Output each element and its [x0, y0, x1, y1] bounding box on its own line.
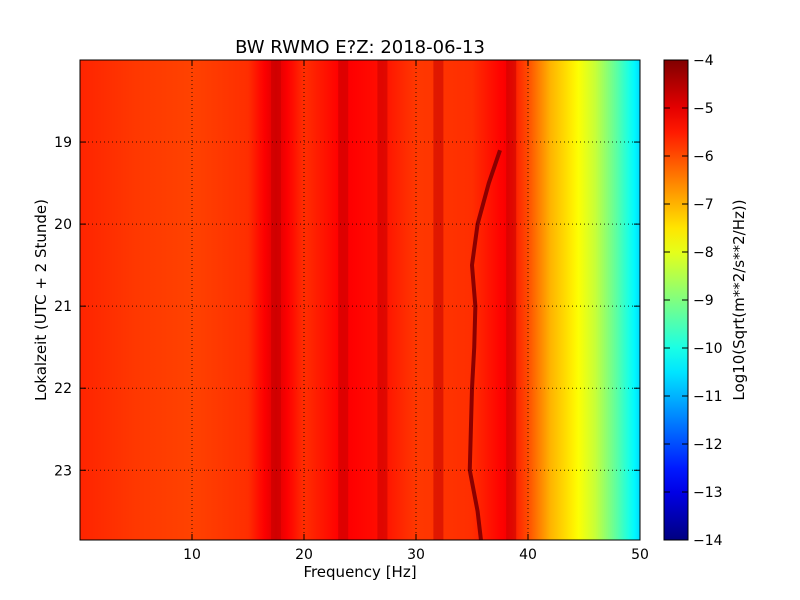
colorbar-label: Log10(Sqrt(m**2/s**2/Hz)) — [730, 199, 748, 400]
heatmap-area — [80, 60, 640, 541]
colorbar: −4 −5 −6 −7 −8 −9 −10 −11 −12 −13 −14 — [663, 53, 723, 549]
x-axis-label: Frequency [Hz] — [303, 563, 416, 581]
x-tick-label: 10 — [183, 547, 201, 563]
colorbar-tick-label: −5 — [693, 101, 714, 117]
colorbar-tick-label: −8 — [693, 245, 714, 261]
persistent-band — [271, 60, 281, 540]
heatmap-background — [80, 60, 640, 540]
plot-frame — [79, 59, 641, 541]
x-tick-label: 20 — [295, 547, 313, 563]
grid-lines — [80, 60, 640, 540]
colorbar-tick-label: −11 — [693, 389, 723, 405]
tonal-line — [467, 149, 502, 541]
colorbar-tick-label: −10 — [693, 341, 723, 357]
y-tick-label: 22 — [54, 381, 72, 397]
y-axis-label: Lokalzeit (UTC + 2 Stunde) — [32, 199, 50, 401]
y-tick-label: 21 — [54, 299, 72, 315]
x-tick-label: 50 — [631, 547, 649, 563]
persistent-band — [506, 60, 517, 540]
y-tick-label: 23 — [54, 463, 72, 479]
axes: 10 20 30 40 50 19 20 21 22 23 — [54, 59, 649, 563]
colorbar-tick-label: −4 — [693, 53, 714, 69]
colorbar-tick-label: −14 — [693, 533, 723, 549]
colorbar-tick-label: −13 — [693, 485, 723, 501]
x-tick-label: 40 — [519, 547, 537, 563]
x-tick-label: 30 — [407, 547, 425, 563]
colorbar-tick-label: −7 — [693, 197, 714, 213]
y-tick-label: 20 — [54, 217, 72, 233]
colorbar-tick-label: −6 — [693, 149, 714, 165]
colorbar-tick-label: −12 — [693, 437, 723, 453]
y-tick-label: 19 — [54, 135, 72, 151]
colorbar-tick-label: −9 — [693, 293, 714, 309]
persistent-band — [338, 60, 349, 540]
persistent-band — [433, 60, 444, 540]
persistent-band — [377, 60, 388, 540]
chart-title: BW RWMO E?Z: 2018-06-13 — [235, 37, 485, 58]
